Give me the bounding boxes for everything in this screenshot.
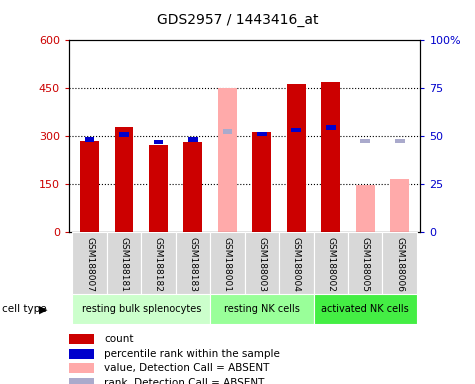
Bar bbox=[361, 139, 370, 143]
Text: GSM188001: GSM188001 bbox=[223, 237, 232, 291]
Bar bbox=[69, 363, 94, 373]
Text: GSM188006: GSM188006 bbox=[395, 237, 404, 291]
Bar bbox=[287, 84, 306, 232]
Bar bbox=[382, 232, 417, 294]
Bar bbox=[176, 232, 210, 294]
Text: activated NK cells: activated NK cells bbox=[322, 304, 409, 314]
Text: GSM188007: GSM188007 bbox=[85, 237, 94, 291]
Bar bbox=[245, 232, 279, 294]
Text: count: count bbox=[104, 334, 133, 344]
Text: GSM188005: GSM188005 bbox=[361, 237, 370, 291]
Bar bbox=[257, 131, 266, 136]
Bar bbox=[292, 127, 301, 132]
Bar bbox=[210, 232, 245, 294]
Bar bbox=[72, 294, 210, 324]
Bar bbox=[252, 131, 271, 232]
Bar bbox=[314, 294, 417, 324]
Text: rank, Detection Call = ABSENT: rank, Detection Call = ABSENT bbox=[104, 378, 265, 384]
Text: GDS2957 / 1443416_at: GDS2957 / 1443416_at bbox=[157, 13, 318, 27]
Text: GSM188181: GSM188181 bbox=[120, 237, 129, 291]
Bar bbox=[356, 185, 375, 232]
Bar bbox=[210, 294, 314, 324]
Bar bbox=[149, 145, 168, 232]
Text: GSM188002: GSM188002 bbox=[326, 237, 335, 291]
Bar bbox=[69, 334, 94, 344]
Bar bbox=[223, 129, 232, 134]
Bar bbox=[218, 88, 237, 232]
Text: resting bulk splenocytes: resting bulk splenocytes bbox=[82, 304, 201, 314]
Text: value, Detection Call = ABSENT: value, Detection Call = ABSENT bbox=[104, 363, 269, 373]
Bar bbox=[326, 125, 336, 130]
Bar bbox=[390, 179, 409, 232]
Text: resting NK cells: resting NK cells bbox=[224, 304, 300, 314]
Text: percentile rank within the sample: percentile rank within the sample bbox=[104, 349, 280, 359]
Bar bbox=[153, 140, 163, 144]
Bar bbox=[321, 82, 340, 232]
Bar bbox=[114, 127, 133, 232]
Bar bbox=[72, 232, 107, 294]
Text: GSM188182: GSM188182 bbox=[154, 237, 163, 291]
Text: GSM188003: GSM188003 bbox=[257, 237, 266, 291]
Bar bbox=[395, 139, 405, 143]
Bar bbox=[314, 232, 348, 294]
Bar bbox=[69, 378, 94, 384]
Bar bbox=[188, 137, 198, 142]
Text: GSM188183: GSM188183 bbox=[189, 237, 198, 291]
Bar bbox=[119, 132, 129, 137]
Text: ▶: ▶ bbox=[39, 305, 48, 315]
Text: cell type: cell type bbox=[2, 304, 47, 314]
Text: GSM188004: GSM188004 bbox=[292, 237, 301, 291]
Bar bbox=[85, 137, 95, 142]
Bar bbox=[80, 141, 99, 232]
Bar bbox=[107, 232, 141, 294]
Bar bbox=[279, 232, 314, 294]
Bar bbox=[141, 232, 176, 294]
Bar bbox=[183, 142, 202, 232]
Bar bbox=[348, 232, 382, 294]
Bar bbox=[69, 349, 94, 359]
